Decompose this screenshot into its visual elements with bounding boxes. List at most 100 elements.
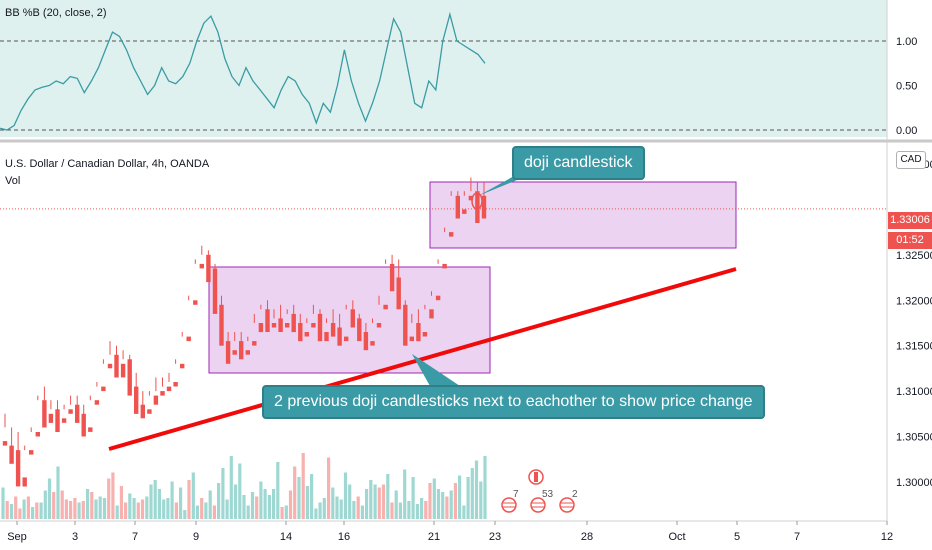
volume-bar	[229, 456, 233, 519]
candle-body	[376, 323, 382, 328]
volume-bar	[77, 502, 81, 519]
volume-bar	[9, 504, 14, 519]
volume-bar	[420, 498, 424, 519]
candle-body	[88, 427, 93, 432]
candle-body	[212, 268, 218, 314]
time-tick-label: 23	[489, 531, 501, 543]
event-count: 7	[513, 489, 519, 500]
candle-body	[61, 418, 67, 423]
candle-body	[173, 382, 178, 387]
candle-body	[127, 359, 132, 396]
us-flag-icon[interactable]	[530, 497, 546, 513]
volume-bar	[255, 496, 259, 519]
volume-bar	[348, 484, 352, 519]
volume-bar	[242, 495, 246, 519]
event-markers[interactable]: 7 53 2	[501, 469, 578, 513]
time-tick-label: Oct	[668, 531, 685, 543]
candle-body	[363, 332, 369, 351]
candle-body	[35, 432, 40, 437]
volume-bar	[212, 505, 216, 519]
volume-bar	[394, 490, 398, 519]
volume-bar	[288, 490, 293, 519]
indicator-label[interactable]: BB %B (20, close, 2)	[5, 7, 107, 19]
volume-bar	[149, 484, 153, 519]
prev-doji-callout[interactable]: 2 previous doji candlesticks next to eac…	[262, 385, 765, 419]
volume-bar	[170, 481, 174, 519]
candle-body	[68, 409, 73, 414]
candle-body	[291, 313, 296, 333]
time-tick-label: 16	[338, 531, 350, 543]
volume-bar	[132, 498, 136, 519]
volume-bar	[98, 496, 102, 519]
breakout-box[interactable]	[429, 181, 737, 249]
volume-bar	[204, 502, 208, 519]
volume-bar	[81, 501, 85, 519]
volume-bar	[140, 499, 145, 519]
volume-bar	[331, 487, 335, 519]
volume-bar	[272, 489, 276, 519]
volume-bar	[453, 483, 457, 519]
candle-body	[409, 336, 414, 342]
volume-bar	[356, 496, 360, 519]
candle-body	[42, 400, 47, 428]
time-tick-label: 12	[881, 531, 893, 543]
trendline[interactable]	[108, 267, 737, 451]
currency-badge[interactable]: CAD	[896, 151, 926, 169]
volume-bar	[233, 484, 238, 519]
volume-bar	[73, 498, 77, 519]
candle-body	[475, 191, 480, 223]
candle-body	[140, 404, 145, 419]
volume-bar	[119, 486, 123, 519]
time-tick-label: 14	[280, 531, 292, 543]
volume-bar	[436, 489, 441, 519]
us-flag-icon[interactable]	[559, 497, 575, 513]
volume-bar	[284, 505, 288, 519]
consolidation-box[interactable]	[208, 266, 491, 374]
volume-bar	[293, 466, 297, 519]
volume-bar	[136, 502, 140, 519]
volume-bar	[365, 489, 369, 519]
candle-body	[298, 323, 303, 342]
candle-body	[344, 336, 349, 342]
volume-bar	[479, 481, 483, 519]
volume-bar	[314, 508, 318, 519]
event-count: 2	[572, 489, 578, 500]
candle-body	[317, 313, 323, 342]
volume-bar	[153, 480, 157, 519]
candle-body	[206, 254, 211, 283]
candle-body	[199, 263, 204, 269]
volume-bar	[86, 489, 90, 519]
candle-body	[107, 363, 113, 369]
time-tick-label: 3	[72, 531, 78, 543]
symbol-title[interactable]: U.S. Dollar / Canadian Dollar, 4h, OANDA	[5, 158, 210, 170]
volume-bar	[208, 490, 212, 519]
price-tick-label: 1.30500	[896, 432, 932, 444]
volume-bar	[407, 501, 411, 519]
candle-body	[225, 341, 231, 364]
volume-bar	[179, 487, 183, 519]
us-flag-icon[interactable]	[501, 497, 517, 513]
volume-bar	[432, 478, 436, 519]
volume-bar	[343, 472, 348, 519]
volume-bar	[60, 490, 64, 519]
candle-body	[396, 277, 401, 310]
volume-bar	[352, 501, 356, 519]
volume-bar	[128, 493, 132, 519]
indicator-tick-label: 0.50	[896, 81, 917, 93]
volume-bar	[398, 502, 402, 519]
candle-body	[449, 232, 454, 237]
candle-body	[193, 300, 198, 305]
candle-body	[15, 450, 21, 487]
indicator-tick-label: 1.00	[896, 36, 917, 48]
volume-bar	[250, 492, 255, 519]
doji-callout[interactable]: doji candlestick	[512, 146, 645, 180]
candle-body	[389, 263, 395, 292]
candle-body	[166, 386, 172, 392]
volume-bar	[428, 483, 432, 519]
volume-label[interactable]: Vol	[5, 175, 21, 187]
candle-body	[337, 327, 342, 346]
candle-body	[232, 350, 237, 355]
volume-bar	[441, 492, 445, 519]
volume-bar	[327, 457, 331, 519]
